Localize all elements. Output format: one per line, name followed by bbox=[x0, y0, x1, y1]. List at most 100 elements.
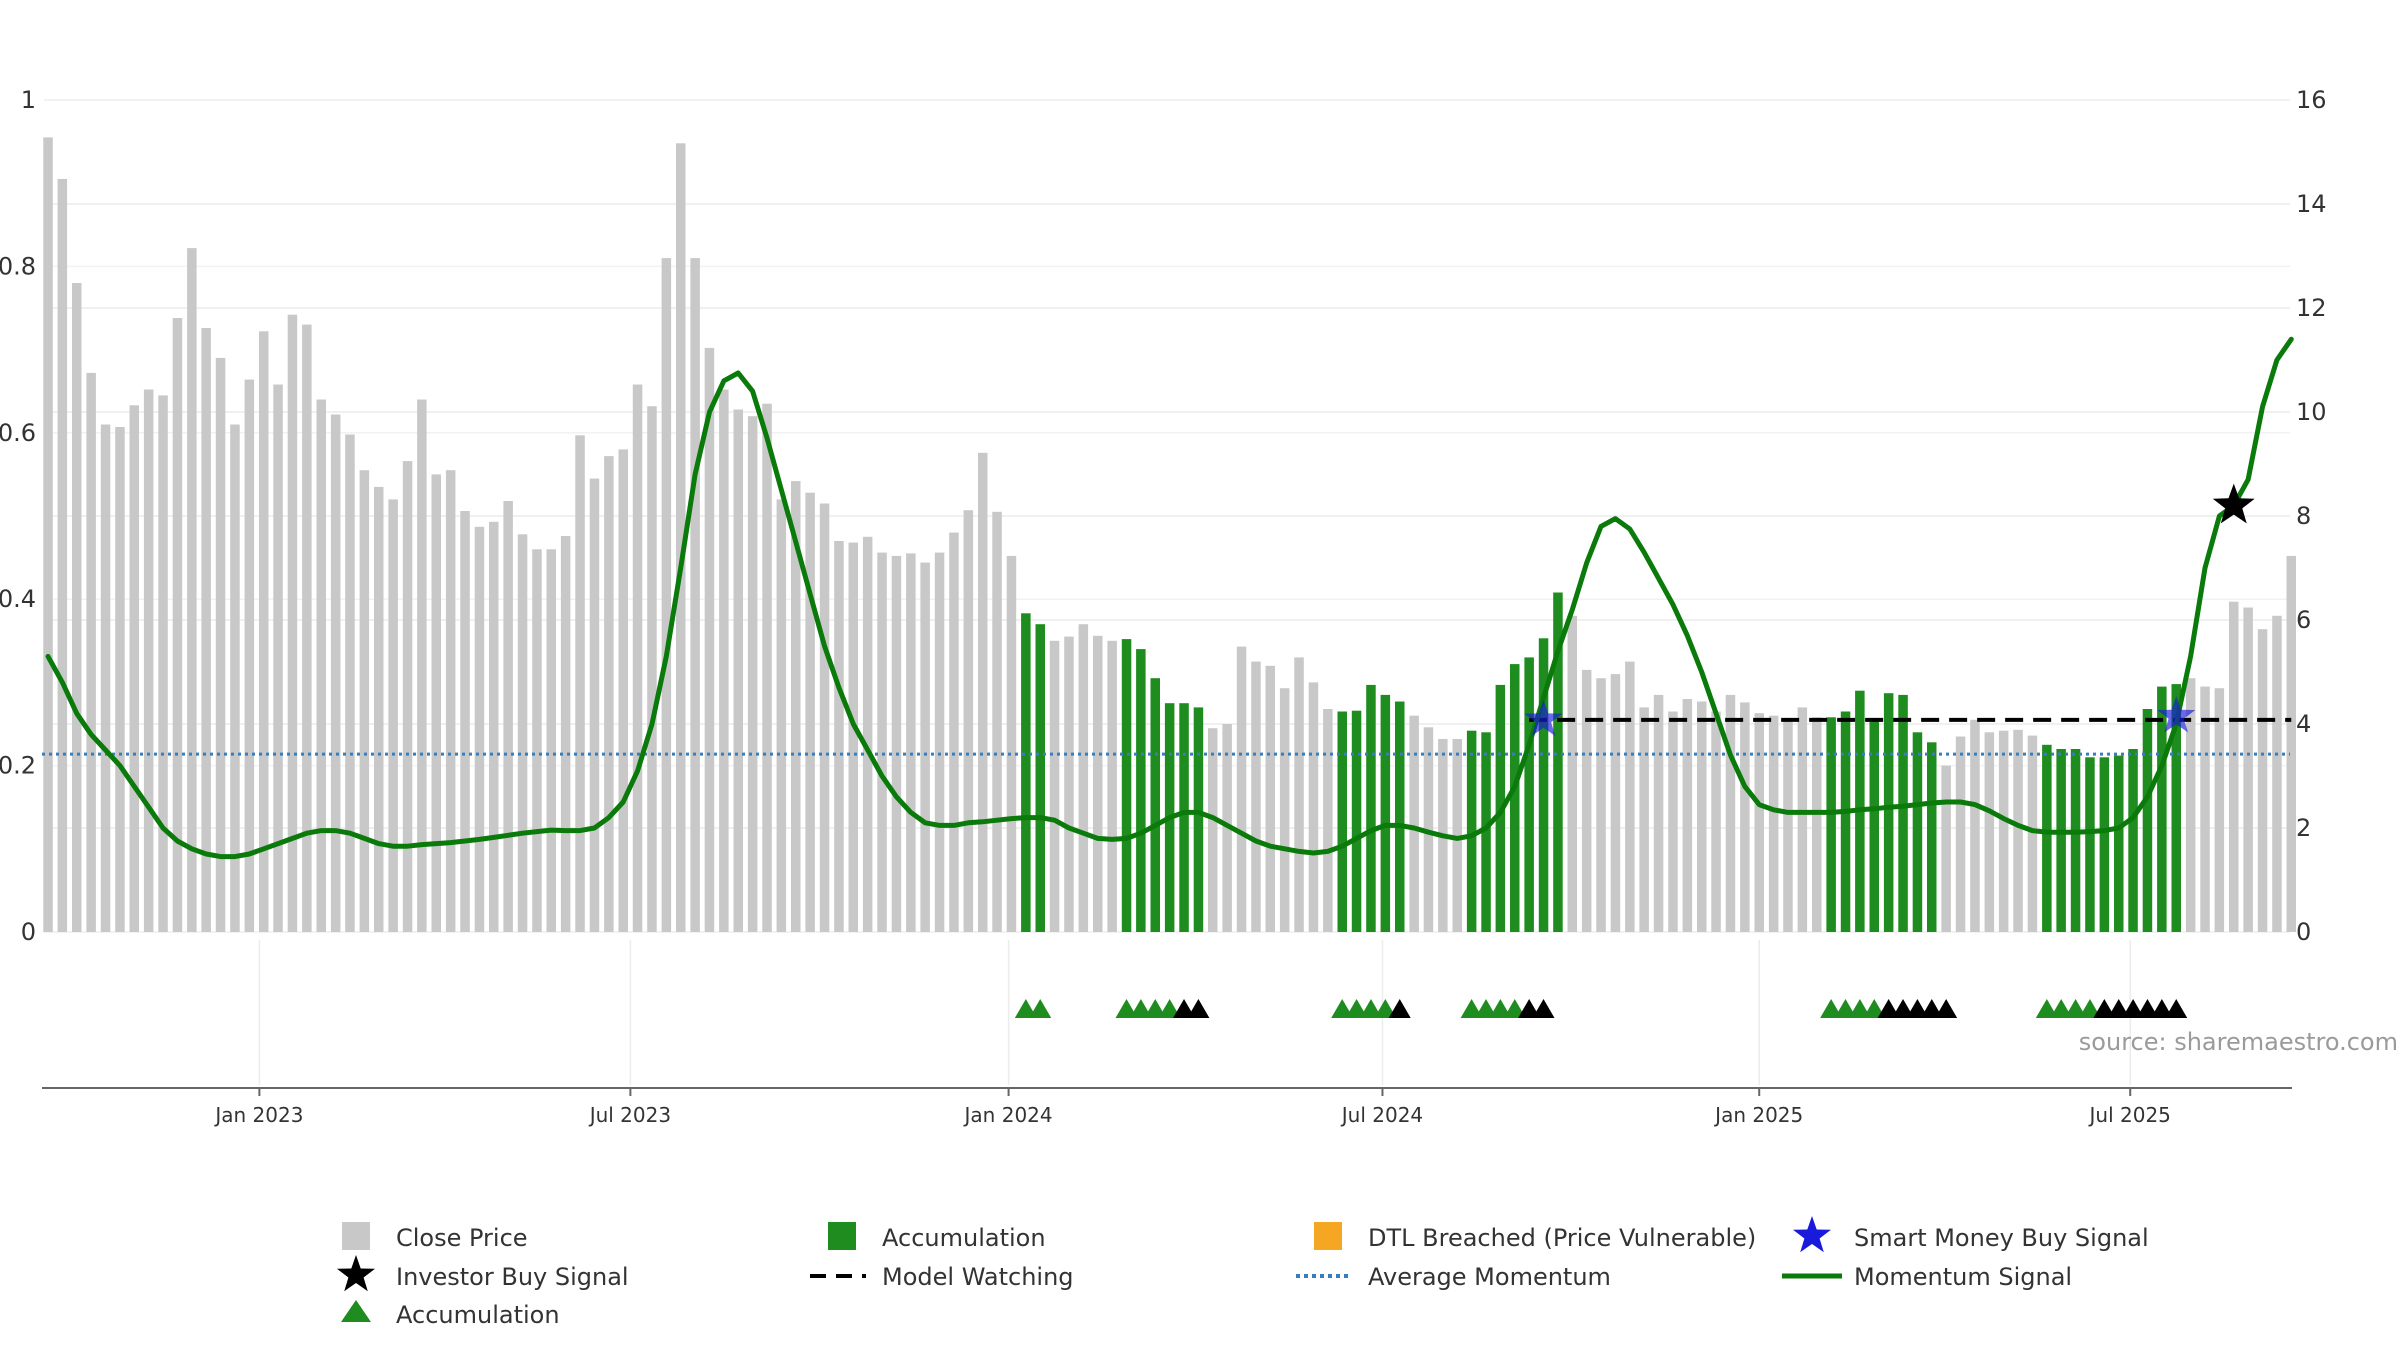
close-price-bar bbox=[1955, 736, 1966, 932]
close-price-bar bbox=[1941, 765, 1951, 932]
close-price-bar bbox=[86, 372, 96, 932]
close-price-bar bbox=[172, 318, 183, 932]
close-price-bar bbox=[1308, 682, 1319, 932]
accumulation-bar bbox=[1553, 592, 1563, 932]
accumulation-triangle-icon bbox=[2035, 999, 2058, 1018]
close-price-bar bbox=[2185, 678, 2196, 932]
accumulation-triangle-icon bbox=[1834, 999, 1857, 1018]
accumulation-triangle-icon bbox=[1029, 999, 1052, 1018]
x-tick-label: Jul 2023 bbox=[588, 1103, 671, 1127]
close-price-bar bbox=[330, 414, 341, 932]
accumulation-triangle-icon bbox=[1129, 999, 1152, 1018]
close-price-bar bbox=[1797, 707, 1808, 932]
legend-accumulation-bar-label: Accumulation bbox=[882, 1224, 1046, 1252]
legend-model-watching-label: Model Watching bbox=[882, 1263, 1074, 1291]
accumulation-bar bbox=[2128, 749, 2138, 932]
legend-smart-money-label: Smart Money Buy Signal bbox=[1854, 1224, 2149, 1252]
close-price-bar bbox=[2243, 607, 2253, 932]
legend-momentum-signal-label: Momentum Signal bbox=[1854, 1263, 2072, 1291]
y-right-tick-label: 16 bbox=[2296, 86, 2327, 114]
watching-triangle-icon bbox=[2107, 999, 2130, 1018]
accumulation-bar bbox=[1193, 707, 1204, 932]
watching-triangle-icon bbox=[2136, 999, 2159, 1018]
close-price-bar bbox=[158, 395, 168, 932]
y-left-tick-label: 1 bbox=[21, 86, 36, 114]
close-price-bar bbox=[2286, 555, 2296, 932]
close-price-bar bbox=[1610, 674, 1621, 932]
close-price-bar bbox=[417, 399, 427, 932]
accumulation-triangle-icon bbox=[1848, 999, 1871, 1018]
close-price-bar bbox=[1006, 555, 1017, 932]
close-price-bar bbox=[1668, 711, 1678, 932]
accumulation-bar bbox=[1510, 664, 1520, 932]
close-price-bar bbox=[719, 389, 729, 932]
x-tick-label: Jan 2025 bbox=[1713, 1103, 1803, 1127]
accumulation-bar bbox=[2114, 755, 2124, 932]
close-price-bar bbox=[474, 526, 485, 932]
x-tick-label: Jul 2024 bbox=[1340, 1103, 1423, 1127]
y-left-tick-label: 0.4 bbox=[0, 585, 36, 613]
close-price-bar bbox=[532, 549, 542, 932]
accumulation-triangle-icon bbox=[1475, 999, 1497, 1018]
close-price-bar bbox=[503, 501, 513, 932]
close-price-bar bbox=[949, 532, 959, 932]
y-right-tick-label: 12 bbox=[2296, 294, 2327, 322]
y-left-tick-label: 0.6 bbox=[0, 419, 36, 447]
close-price-bar bbox=[1294, 657, 1304, 932]
watching-triangle-icon bbox=[2093, 999, 2116, 1018]
close-price-bar bbox=[1697, 701, 1707, 932]
close-price-bar bbox=[489, 521, 499, 932]
watching-triangle-icon bbox=[1877, 999, 1900, 1018]
accumulation-bar bbox=[2085, 757, 2095, 932]
accumulation-bar bbox=[1337, 711, 1347, 932]
close-price-bar bbox=[934, 552, 945, 932]
y-right-tick-label: 4 bbox=[2296, 710, 2311, 738]
close-price-bar bbox=[992, 511, 1002, 932]
close-price-bar bbox=[1812, 717, 1822, 932]
close-price-bar bbox=[1596, 678, 1606, 932]
accumulation-triangle-icon bbox=[2078, 999, 2101, 1018]
legend-accumulation-bar-swatch bbox=[828, 1222, 856, 1250]
close-price-bar bbox=[848, 542, 858, 932]
close-price-bar bbox=[1279, 688, 1290, 932]
close-price-bar bbox=[431, 474, 441, 932]
watching-triangle-icon bbox=[1906, 999, 1929, 1018]
close-price-bar bbox=[1078, 624, 1089, 932]
watching-triangle-icon bbox=[2150, 999, 2173, 1018]
close-price-bar bbox=[733, 409, 743, 932]
accumulation-triangle-icon bbox=[1014, 999, 1037, 1018]
close-price-bar bbox=[1984, 732, 1995, 932]
close-price-bar bbox=[402, 461, 413, 932]
accumulation-bar bbox=[1380, 694, 1391, 932]
accumulation-bar bbox=[1179, 703, 1189, 932]
watching-triangle-icon bbox=[2122, 999, 2145, 1018]
accumulation-bar bbox=[2142, 709, 2153, 932]
watching-triangle-icon bbox=[1892, 999, 1915, 1018]
y-right-tick-label: 0 bbox=[2296, 918, 2311, 946]
close-price-bar bbox=[143, 389, 154, 932]
close-price-bar bbox=[819, 503, 830, 932]
accumulation-bar bbox=[1021, 613, 1031, 932]
close-price-bar bbox=[1265, 665, 1275, 932]
accumulation-triangle-icon bbox=[1158, 999, 1181, 1018]
close-price-bar bbox=[647, 406, 657, 932]
legend-accumulation-marker-label: Accumulation bbox=[396, 1301, 560, 1329]
y-left-tick-label: 0.8 bbox=[0, 252, 36, 280]
accumulation-bar bbox=[1826, 717, 1836, 932]
close-price-bar bbox=[2257, 629, 2268, 932]
watching-triangle-icon bbox=[1187, 999, 1210, 1018]
close-price-bar bbox=[1409, 715, 1419, 932]
close-price-bar bbox=[604, 456, 614, 932]
close-price-bar bbox=[762, 403, 772, 932]
close-price-bar bbox=[201, 328, 211, 932]
close-price-bar bbox=[1236, 646, 1247, 932]
watching-triangle-icon bbox=[1935, 999, 1958, 1018]
close-price-bar bbox=[676, 143, 686, 933]
close-price-bar bbox=[1107, 640, 1117, 932]
close-price-bar bbox=[1998, 730, 2009, 932]
close-price-bar bbox=[302, 324, 312, 933]
close-price-bar bbox=[445, 470, 456, 932]
accumulation-bar bbox=[1121, 639, 1132, 932]
